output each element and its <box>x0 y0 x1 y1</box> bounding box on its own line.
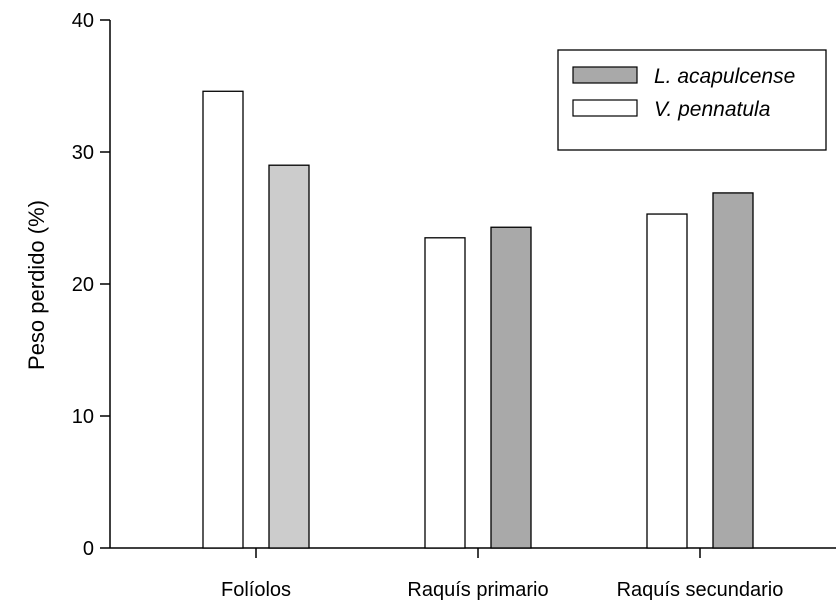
bar <box>490 226 532 549</box>
bar <box>646 213 688 549</box>
bar <box>268 164 310 549</box>
bars <box>202 90 754 549</box>
bar <box>424 237 466 549</box>
legend-swatch <box>572 66 638 84</box>
legend-label: V. pennatula <box>654 98 770 121</box>
y-axis-title: Peso perdido (%) <box>24 200 49 370</box>
y-axis: 0 10 20 30 40 <box>72 10 110 560</box>
x-tick-label: Folíolos <box>221 579 291 601</box>
legend: L. acapulcense V. pennatula <box>557 49 827 151</box>
bar <box>202 90 244 549</box>
y-tick-label: 40 <box>72 10 94 32</box>
x-tick-label: Raquís primario <box>407 579 548 601</box>
legend-swatch <box>572 99 638 117</box>
y-tick-label: 0 <box>83 538 94 560</box>
x-tick-label: Raquís secundario <box>617 579 784 601</box>
bar <box>712 192 754 549</box>
y-tick-label: 30 <box>72 142 94 164</box>
y-tick-label: 10 <box>72 406 94 428</box>
y-tick-label: 20 <box>72 274 94 296</box>
x-axis: Folíolos Raquís primario Raquís secundario <box>221 548 783 601</box>
legend-label: L. acapulcense <box>654 65 795 88</box>
